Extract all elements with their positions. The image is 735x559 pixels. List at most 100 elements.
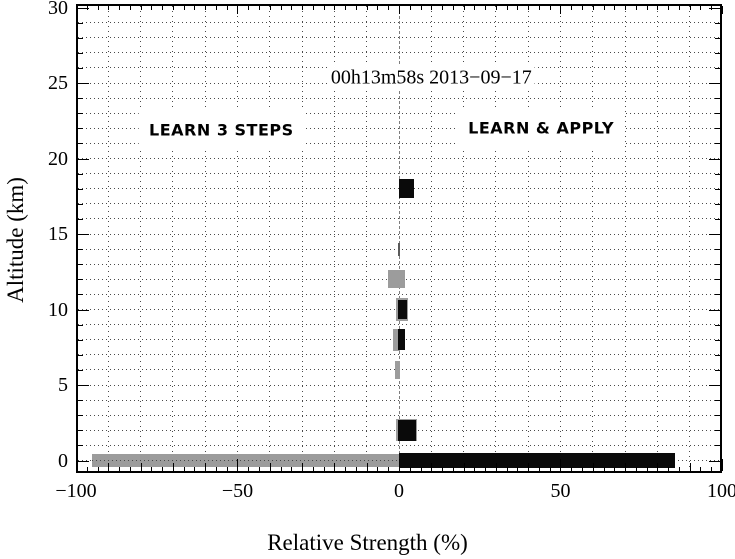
- x-tick-top: [485, 6, 486, 10]
- y-tick-right: [715, 400, 720, 401]
- x-tick-top: [464, 6, 465, 10]
- x-tick: [582, 467, 583, 471]
- x-tick-top: [410, 6, 411, 10]
- y-tick: [78, 174, 83, 175]
- y-tick-label: 30: [48, 0, 68, 19]
- x-tick: [464, 463, 465, 471]
- y-tick-right: [715, 98, 720, 99]
- x-tick-top: [507, 6, 508, 10]
- x-tick-top: [141, 6, 142, 10]
- x-tick: [227, 467, 228, 471]
- y-tick-right: [709, 8, 720, 9]
- x-tick: [345, 467, 346, 471]
- bar-mark: [397, 420, 417, 441]
- x-grid-line: [463, 6, 464, 471]
- x-grid-line: [592, 6, 593, 471]
- x-tick: [216, 467, 217, 471]
- y-tick: [78, 279, 83, 280]
- text-annotation: LEARN & APPLY: [458, 107, 625, 149]
- x-tick-top: [216, 6, 217, 10]
- x-tick: [259, 467, 260, 471]
- x-grid-line: [366, 6, 367, 471]
- x-tick: [119, 467, 120, 471]
- x-tick-top: [700, 6, 701, 10]
- x-tick: [76, 459, 77, 471]
- y-tick-right: [715, 430, 720, 431]
- y-tick-label: 20: [48, 147, 68, 170]
- timestamp-annotation: 00h13m58s 2013−09−17: [327, 65, 535, 91]
- x-tick-top: [657, 6, 658, 10]
- x-tick: [421, 467, 422, 471]
- y-tick-right: [715, 370, 720, 371]
- y-tick-right: [715, 174, 720, 175]
- x-tick-label: 50: [550, 480, 571, 502]
- x-tick: [98, 467, 99, 471]
- x-tick-top: [248, 6, 249, 10]
- x-tick: [87, 467, 88, 471]
- y-tick: [78, 430, 83, 431]
- x-tick-label: −50: [221, 480, 254, 502]
- x-tick: [431, 463, 432, 471]
- x-tick: [281, 467, 282, 471]
- x-tick-top: [539, 6, 540, 10]
- x-tick-top: [604, 6, 605, 10]
- x-tick: [237, 459, 238, 471]
- y-tick: [78, 400, 83, 401]
- x-axis-label: Relative Strength (%): [267, 530, 468, 555]
- x-tick-top: [517, 6, 518, 10]
- y-tick-right: [709, 83, 720, 84]
- y-tick-right: [715, 325, 720, 326]
- x-tick: [173, 463, 174, 471]
- x-tick: [184, 467, 185, 471]
- y-tick: [78, 249, 83, 250]
- x-tick: [130, 467, 131, 471]
- x-tick: [248, 467, 249, 471]
- x-tick-top: [162, 6, 163, 10]
- y-tick-right: [715, 53, 720, 54]
- y-tick: [78, 98, 83, 99]
- x-tick-top: [345, 6, 346, 10]
- x-tick-top: [722, 6, 723, 14]
- x-tick-top: [334, 6, 335, 10]
- x-tick-label: −100: [55, 480, 97, 502]
- x-tick: [377, 467, 378, 471]
- x-tick: [560, 459, 561, 471]
- x-tick: [507, 467, 508, 471]
- x-tick: [356, 467, 357, 471]
- y-tick-right: [715, 340, 720, 341]
- bar-mark: [395, 360, 400, 380]
- x-tick: [270, 463, 271, 471]
- x-tick: [528, 463, 529, 471]
- x-grid-line: [560, 6, 561, 471]
- x-tick-top: [184, 6, 185, 10]
- y-tick-label: 0: [58, 449, 68, 472]
- x-tick: [679, 467, 680, 471]
- x-grid-line: [625, 6, 626, 471]
- x-tick: [291, 467, 292, 471]
- zero-dashed-line: [399, 6, 400, 471]
- x-tick: [657, 463, 658, 471]
- text-annotation: LEARN 3 STEPS: [139, 109, 304, 151]
- x-tick-top: [377, 6, 378, 10]
- y-tick: [78, 370, 83, 371]
- y-tick: [78, 264, 83, 265]
- x-tick-top: [291, 6, 292, 10]
- x-grid-line: [108, 6, 109, 471]
- x-tick-top: [108, 6, 109, 10]
- x-tick: [614, 467, 615, 471]
- x-tick: [151, 467, 152, 471]
- x-tick: [539, 467, 540, 471]
- y-tick: [78, 461, 89, 462]
- x-tick: [334, 463, 335, 471]
- y-tick-right: [709, 159, 720, 160]
- x-tick: [571, 467, 572, 471]
- x-tick-top: [324, 6, 325, 10]
- y-tick: [78, 23, 83, 24]
- x-tick-top: [237, 6, 238, 14]
- y-tick-right: [715, 219, 720, 220]
- x-tick-top: [76, 6, 77, 14]
- x-tick: [388, 467, 389, 471]
- x-tick: [410, 467, 411, 471]
- x-tick: [162, 467, 163, 471]
- y-tick: [78, 204, 83, 205]
